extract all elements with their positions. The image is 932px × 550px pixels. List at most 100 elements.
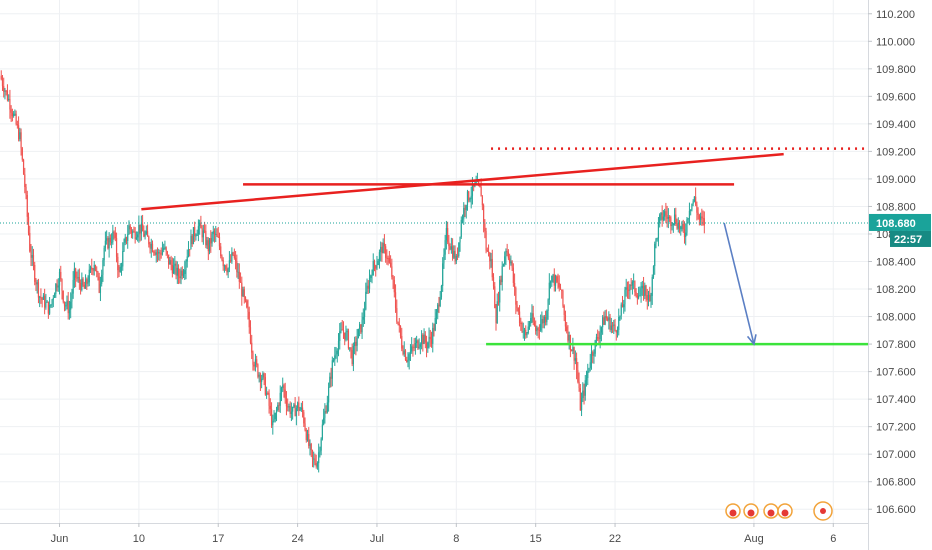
candle-body — [267, 392, 269, 394]
candle-body — [629, 285, 631, 291]
candle-body — [321, 424, 323, 439]
event-icons[interactable] — [725, 501, 833, 521]
candle-body — [647, 294, 650, 301]
candle-body — [96, 270, 98, 272]
candle-body — [680, 226, 682, 230]
candle-body — [256, 359, 258, 365]
candle-body — [489, 252, 491, 262]
candle-body — [361, 319, 363, 333]
candle-body — [563, 305, 565, 315]
candle-body — [512, 267, 514, 283]
candle-body — [27, 216, 30, 233]
time-axis[interactable]: Jun 10 17 24 Jul 8 15 22 Aug 6 — [0, 523, 868, 550]
candle-body — [144, 233, 146, 237]
resistance-trendline[interactable] — [141, 152, 784, 211]
candle-body — [604, 316, 606, 325]
candle-body — [557, 281, 559, 283]
candle-body — [14, 113, 16, 115]
candle-body — [430, 339, 433, 344]
candle-body — [84, 279, 87, 289]
candle-body — [16, 124, 18, 126]
candle-body — [671, 225, 673, 227]
candle-body — [189, 249, 191, 251]
candle-body — [211, 233, 213, 244]
candle-body — [363, 309, 366, 317]
candle-body — [199, 222, 201, 227]
candle-body — [272, 420, 274, 426]
candle-body — [294, 404, 296, 417]
candle-body — [523, 329, 526, 332]
candle-body — [87, 282, 89, 284]
candle-body — [367, 285, 369, 289]
price-axis[interactable]: 110.200 110.000 109.800 109.600 109.400 109.2… — [868, 0, 932, 550]
candle-body — [449, 246, 451, 250]
candle-body — [619, 315, 621, 318]
candle-body — [4, 90, 6, 92]
candle-body — [135, 237, 137, 240]
time-tick-label: 10 — [133, 533, 145, 545]
candle-body — [30, 251, 32, 258]
candle-body — [311, 450, 314, 459]
candle-body — [517, 308, 519, 312]
candle-body — [320, 438, 322, 451]
price-tick-label: 107.000 — [876, 449, 916, 461]
candle-body — [171, 264, 173, 274]
candle-body — [645, 285, 647, 296]
candle-body — [435, 312, 438, 318]
candle-body — [495, 308, 497, 324]
candle-body — [413, 347, 415, 349]
candle-body — [159, 252, 161, 254]
candle-body — [201, 228, 203, 238]
candle-body — [75, 268, 77, 278]
candle-body — [117, 256, 119, 271]
candle-body — [195, 235, 197, 237]
candle-body — [387, 257, 389, 259]
candle-body — [339, 331, 341, 341]
candle-body — [325, 411, 327, 413]
candle-body — [264, 377, 266, 395]
candle-body — [502, 264, 505, 267]
candle-body — [269, 405, 271, 410]
candle-body — [0, 75, 2, 80]
candle-body — [340, 329, 342, 332]
candle-body — [1, 79, 4, 87]
candle-body — [290, 411, 292, 414]
candle-body — [221, 256, 223, 260]
candle-body — [640, 288, 642, 296]
candle-body — [623, 304, 625, 308]
candle-body — [82, 278, 84, 285]
candle-body — [197, 226, 199, 235]
candle-body — [657, 223, 660, 239]
candle-body — [615, 330, 617, 333]
event-dot-icon — [820, 508, 826, 514]
candle-body — [39, 296, 41, 298]
event-flag-icon — [781, 509, 789, 517]
candle-body — [616, 329, 619, 333]
candle-body — [124, 237, 126, 243]
candle-body — [45, 302, 47, 308]
forecast-arrow[interactable] — [723, 222, 755, 345]
candle-body — [163, 247, 165, 251]
candle-body — [20, 132, 22, 149]
candle-body — [398, 323, 400, 326]
forecast-arrow-head — [746, 334, 757, 346]
candle-body — [241, 282, 243, 297]
candle-body — [128, 225, 130, 235]
candle-body — [506, 250, 508, 253]
candle-body — [469, 199, 471, 201]
candle-body — [646, 295, 648, 301]
candle-body — [222, 259, 224, 267]
candle-body — [115, 237, 118, 257]
candle-body — [500, 279, 502, 283]
candle-body — [32, 255, 35, 265]
candle-body — [669, 216, 671, 218]
candle-body — [666, 215, 668, 219]
candle-body — [577, 369, 579, 382]
candle-body — [594, 340, 596, 354]
candle-body — [573, 347, 575, 361]
candle-body — [6, 90, 9, 100]
candle-body — [31, 255, 33, 258]
candle-body — [344, 332, 346, 340]
candle-body — [56, 283, 58, 288]
